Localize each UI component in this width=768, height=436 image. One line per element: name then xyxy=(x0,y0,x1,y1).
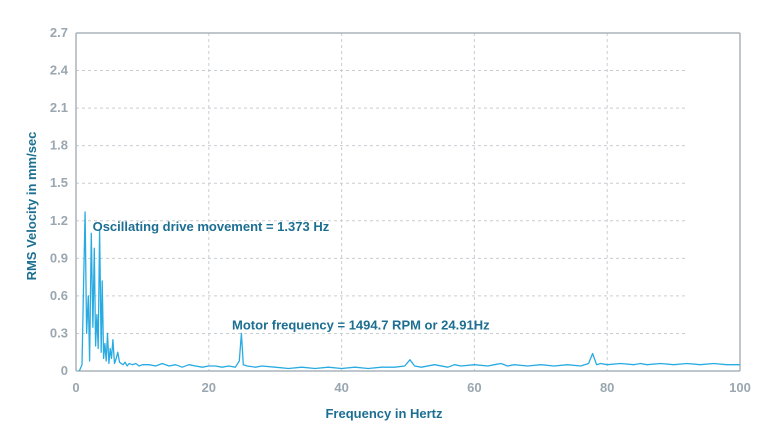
y-tick-label: 0.6 xyxy=(50,288,68,303)
grid xyxy=(76,33,685,371)
annotation-label: Motor frequency = 1494.7 RPM or 24.91Hz xyxy=(232,318,490,333)
y-tick-label: 2.7 xyxy=(50,25,68,40)
y-tick-label: 0.3 xyxy=(50,325,68,340)
x-tick-label: 80 xyxy=(600,380,614,395)
x-tick-label: 40 xyxy=(334,380,348,395)
annotation-label: Oscillating drive movement = 1.373 Hz xyxy=(93,219,330,234)
y-tick-label: 1.8 xyxy=(50,138,68,153)
x-tick-label: 100 xyxy=(729,380,751,395)
y-tick-label: 1.5 xyxy=(50,175,68,190)
y-tick-label: 2.1 xyxy=(50,100,68,115)
y-tick-label: 2.4 xyxy=(50,63,69,78)
y-axis-title: RMS Velocity in mm/sec xyxy=(24,132,39,281)
y-tick-label: 0 xyxy=(61,363,68,378)
axes xyxy=(75,32,741,372)
y-tick-label: 1.2 xyxy=(50,213,68,228)
series-line xyxy=(78,211,740,372)
x-tick-label: 20 xyxy=(202,380,216,395)
y-tick-label: 0.9 xyxy=(50,250,68,265)
x-tick-label: 0 xyxy=(72,380,79,395)
y-tick-labels: 0 0.3 0.6 0.9 1.2 1.5 1.8 2.1 2.4 2.7 xyxy=(50,25,69,378)
x-axis-title: Frequency in Hertz xyxy=(325,406,443,421)
annotations: Oscillating drive movement = 1.373 Hz Mot… xyxy=(93,219,491,333)
x-tick-label: 60 xyxy=(467,380,481,395)
x-tick-labels: 0 20 40 60 80 100 xyxy=(72,380,750,395)
